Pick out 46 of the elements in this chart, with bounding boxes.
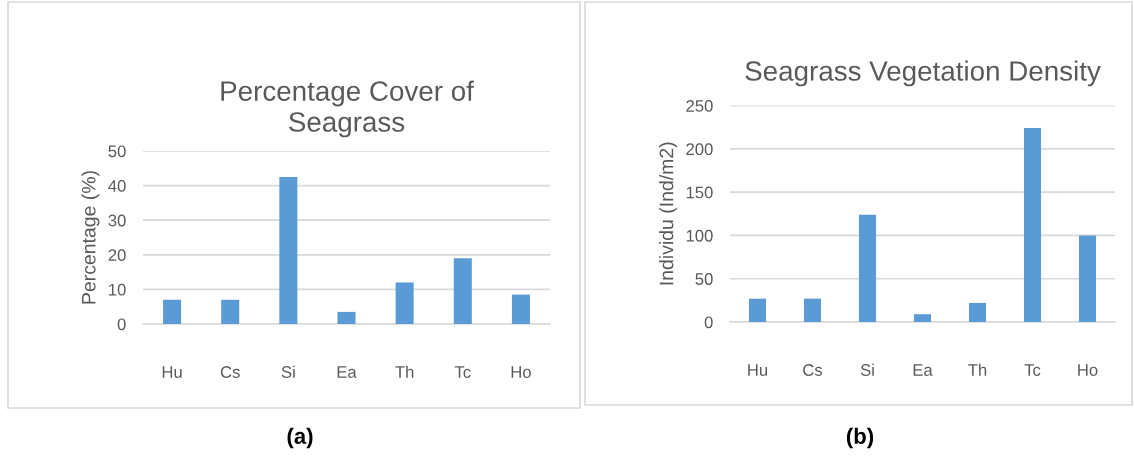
bar	[453, 258, 472, 324]
x-tick-label: Cs	[220, 366, 240, 378]
bar	[163, 299, 182, 324]
x-tick-label: Th	[968, 363, 987, 376]
y-tick-label: 0	[117, 318, 126, 331]
bar	[748, 298, 767, 322]
y-tick-label: 20	[108, 249, 126, 261]
y-tick-label: 10	[109, 283, 126, 296]
y-tick-label: 0	[704, 316, 713, 329]
y-tick-label: 50	[108, 145, 126, 158]
bar	[337, 311, 356, 324]
bar	[803, 298, 822, 322]
y-axis-title: Percentage (%)	[81, 171, 100, 304]
text: (a)	[287, 427, 313, 449]
x-tick-label: Cs	[803, 364, 823, 376]
bar	[221, 299, 240, 324]
x-tick-label: Ea	[337, 366, 357, 378]
bar	[279, 176, 298, 324]
x-tick-label: Ho	[1078, 364, 1098, 376]
y-tick-label: 200	[686, 143, 713, 156]
y-axis-title: Individu (Ind/m2)	[659, 142, 678, 285]
x-tick-label: Si	[281, 365, 295, 378]
x-tick-label: Tc	[454, 366, 471, 378]
chart-title: Percentage Cover of Seagrass	[221, 80, 474, 138]
y-tick-label: 250	[686, 100, 713, 112]
x-tick-label: Si	[860, 363, 874, 376]
bar	[968, 302, 987, 322]
y-tick-label: 150	[686, 186, 713, 199]
chart-title: Seagrass Vegetation Density	[745, 60, 1101, 87]
y-tick-label: 50	[695, 273, 713, 285]
bar	[913, 314, 932, 322]
y-tick-label: 30	[108, 214, 126, 227]
y-tick-label: 100	[686, 229, 713, 242]
x-tick-label: Th	[395, 365, 414, 378]
bar	[511, 294, 530, 324]
bar	[395, 282, 414, 324]
x-tick-label: Tc	[1024, 364, 1041, 376]
x-tick-label: Hu	[162, 366, 182, 378]
text: (b)	[846, 427, 874, 449]
bar	[1023, 128, 1042, 322]
x-tick-label: Hu	[748, 364, 768, 376]
x-tick-label: Ho	[511, 366, 531, 378]
y-tick-label: 40	[108, 180, 126, 192]
bar	[1078, 235, 1097, 322]
x-tick-label: Ea	[913, 364, 933, 376]
bar	[858, 214, 877, 322]
